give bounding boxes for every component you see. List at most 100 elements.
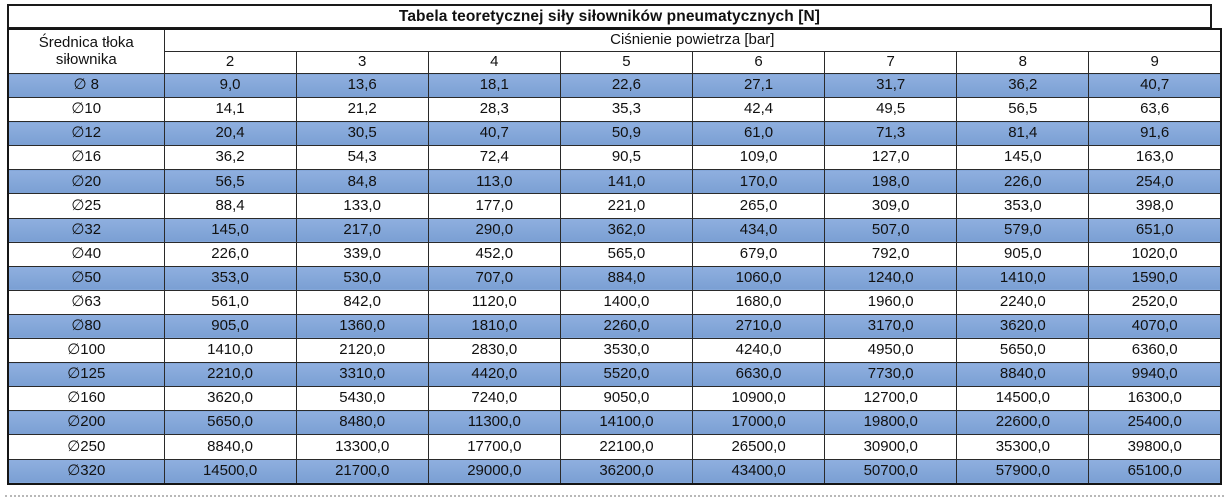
force-cell: 145,0 (956, 145, 1090, 171)
pressure-group-row: Średnica tłoka siłownika Ciśnienie powie… (7, 28, 1222, 74)
force-cell: 25400,0 (1088, 410, 1222, 436)
force-cell: 217,0 (295, 217, 429, 243)
force-cell: 9940,0 (1088, 362, 1222, 388)
force-cell: 5520,0 (559, 362, 694, 388)
force-cell: 42,4 (691, 97, 826, 123)
diameter-cell: ∅125 (7, 362, 165, 388)
force-cell: 36200,0 (559, 458, 694, 485)
force-cell: 14500,0 (956, 386, 1090, 412)
table-row: ∅32 145,0 217,0 290,0 362,0 434,0 507,0 579,0 65… (7, 217, 1222, 243)
diameter-column-header: Średnica tłoka siłownika (7, 28, 165, 74)
force-cell: 9,0 (163, 72, 297, 99)
table-header: Średnica tłoka siłownika Ciśnienie powie… (7, 28, 1222, 74)
force-cell: 84,8 (295, 169, 429, 195)
table-title: Tabela teoretycznej siły siłowników pneu… (7, 4, 1212, 29)
table-row: ∅160 3620,0 5430,0 7240,0 9050,0 10900,0 12700… (7, 386, 1222, 412)
pressure-col-header: 5 (559, 51, 694, 74)
force-cell: 63,6 (1088, 97, 1222, 123)
force-cell: 22600,0 (956, 410, 1090, 436)
force-cell: 2710,0 (691, 313, 826, 340)
force-cell: 50700,0 (824, 458, 958, 485)
force-cell: 1020,0 (1088, 241, 1222, 267)
force-cell: 22100,0 (559, 434, 694, 460)
table-row: ∅50 353,0 530,0 707,0 884,0 1060,0 1240,0 1410,… (7, 265, 1222, 291)
force-cell: 561,0 (163, 289, 297, 315)
force-cell: 905,0 (956, 241, 1090, 267)
force-cell: 5650,0 (956, 338, 1090, 364)
force-cell: 221,0 (559, 193, 694, 219)
diameter-cell: ∅50 (7, 265, 165, 291)
table-row: ∅250 8840,0 13300,0 17700,0 22100,0 26500,0 30… (7, 434, 1222, 460)
table-body: ∅ 8 9,0 13,6 18,1 22,6 27,1 31,7 36,2 40,7 ∅10 14,… (7, 72, 1222, 485)
force-cell: 21,2 (295, 97, 429, 123)
force-cell: 36,2 (163, 145, 297, 171)
pressure-col-header: 8 (956, 51, 1090, 74)
force-cell: 452,0 (427, 241, 561, 267)
pressure-col-header: 3 (295, 51, 429, 74)
force-cell: 56,5 (956, 97, 1090, 123)
force-cell: 1410,0 (163, 338, 297, 364)
force-cell: 2120,0 (295, 338, 429, 364)
diameter-cell: ∅32 (7, 217, 165, 243)
force-cell: 8840,0 (163, 434, 297, 460)
force-cell: 72,4 (427, 145, 561, 171)
pressure-col-header: 9 (1088, 51, 1222, 74)
force-cell: 651,0 (1088, 217, 1222, 243)
force-cell: 707,0 (427, 265, 561, 291)
force-cell: 2830,0 (427, 338, 561, 364)
force-cell: 141,0 (559, 169, 694, 195)
force-cell: 7730,0 (824, 362, 958, 388)
force-cell: 1590,0 (1088, 265, 1222, 291)
pressure-col-header: 7 (824, 51, 958, 74)
force-cell: 54,3 (295, 145, 429, 171)
force-cell: 3310,0 (295, 362, 429, 388)
force-cell: 4070,0 (1088, 313, 1222, 340)
diameter-cell: ∅16 (7, 145, 165, 171)
table-row: ∅63 561,0 842,0 1120,0 1400,0 1680,0 1960,0 224… (7, 289, 1222, 315)
force-cell: 1360,0 (295, 313, 429, 340)
force-cell: 1060,0 (691, 265, 826, 291)
pressure-col-header: 4 (427, 51, 561, 74)
force-cell: 36,2 (956, 72, 1090, 99)
force-cell: 17000,0 (691, 410, 826, 436)
force-cell: 30900,0 (824, 434, 958, 460)
force-cell: 792,0 (824, 241, 958, 267)
force-cell: 43400,0 (691, 458, 826, 485)
table-row: ∅20 56,5 84,8 113,0 141,0 170,0 198,0 226,0 254,… (7, 169, 1222, 195)
diameter-cell: ∅25 (7, 193, 165, 219)
force-cell: 39800,0 (1088, 434, 1222, 460)
force-cell: 19800,0 (824, 410, 958, 436)
scan-shadow-line (5, 495, 1224, 497)
force-cell: 127,0 (824, 145, 958, 171)
diameter-cell: ∅200 (7, 410, 165, 436)
force-cell: 3170,0 (824, 313, 958, 340)
force-cell: 90,5 (559, 145, 694, 171)
force-cell: 30,5 (295, 121, 429, 147)
force-cell: 1960,0 (824, 289, 958, 315)
force-cell: 353,0 (163, 265, 297, 291)
force-cell: 11300,0 (427, 410, 561, 436)
force-cell: 8840,0 (956, 362, 1090, 388)
force-cell: 679,0 (691, 241, 826, 267)
force-cell: 5430,0 (295, 386, 429, 412)
force-cell: 50,9 (559, 121, 694, 147)
force-cell: 398,0 (1088, 193, 1222, 219)
force-cell: 579,0 (956, 217, 1090, 243)
force-cell: 13,6 (295, 72, 429, 99)
table-row: ∅100 1410,0 2120,0 2830,0 3530,0 4240,0 4950,0… (7, 338, 1222, 364)
force-cell: 28,3 (427, 97, 561, 123)
force-cell: 18,1 (427, 72, 561, 99)
table-row: ∅ 8 9,0 13,6 18,1 22,6 27,1 31,7 36,2 40,7 (7, 72, 1222, 99)
force-cell: 4240,0 (691, 338, 826, 364)
diameter-cell: ∅250 (7, 434, 165, 460)
force-cell: 2260,0 (559, 313, 694, 340)
diameter-cell: ∅63 (7, 289, 165, 315)
force-cell: 40,7 (1088, 72, 1222, 99)
force-cell: 10900,0 (691, 386, 826, 412)
diameter-cell: ∅12 (7, 121, 165, 147)
table-row: ∅125 2210,0 3310,0 4420,0 5520,0 6630,0 7730,0… (7, 362, 1222, 388)
force-cell: 113,0 (427, 169, 561, 195)
force-cell: 905,0 (163, 313, 297, 340)
table-row: ∅80 905,0 1360,0 1810,0 2260,0 2710,0 3170,0 36… (7, 313, 1222, 340)
force-cell: 362,0 (559, 217, 694, 243)
